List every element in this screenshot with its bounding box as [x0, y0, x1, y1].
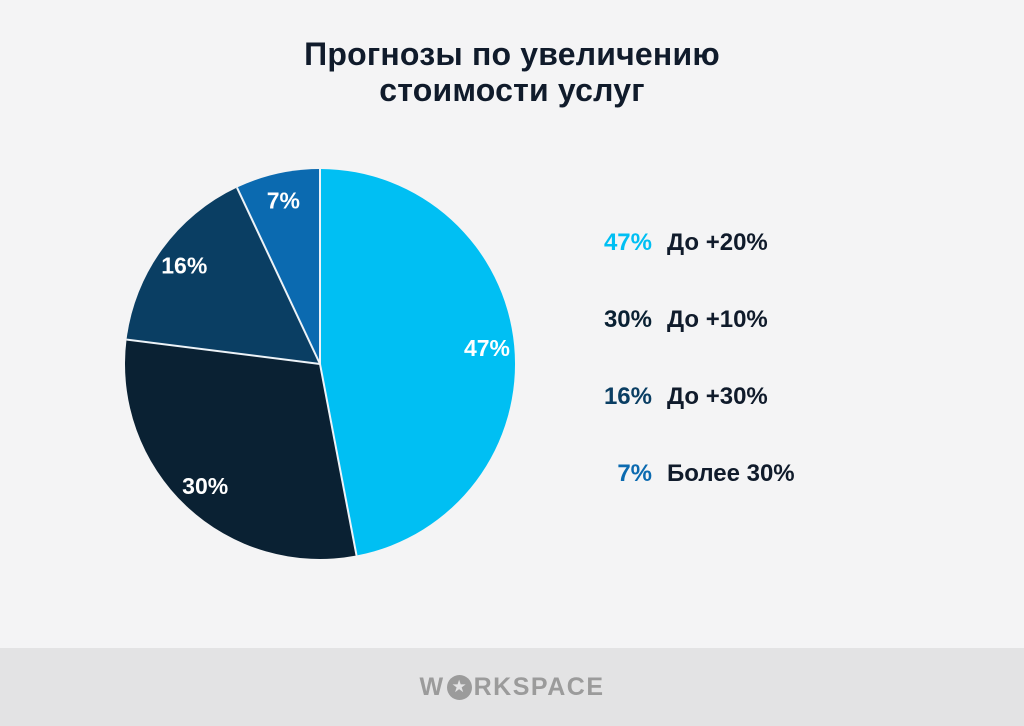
- legend: 47% До +20% 30% До +10% 16% До +30% 7% Б…: [600, 229, 795, 537]
- legend-percent: 47%: [603, 229, 652, 256]
- logo-text-prefix: W: [419, 672, 445, 701]
- pie-chart-svg: 47% 30% 16% 7%: [125, 169, 516, 560]
- workspace-star-icon: ★: [446, 674, 472, 700]
- legend-percent: 7%: [617, 460, 652, 487]
- pie-slice-label: 16%: [161, 252, 207, 278]
- legend-percent: 16%: [603, 383, 652, 410]
- legend-label: Более 30%: [667, 460, 795, 487]
- workspace-logo: W ★ RKSPACE: [420, 673, 605, 702]
- pie-slice-divider: [236, 187, 321, 365]
- legend-percent: 30%: [603, 306, 652, 333]
- pie-slice-7%: [236, 169, 320, 364]
- legend-item: 16% До +30%: [600, 383, 795, 411]
- legend-item: 47% До +20%: [600, 229, 795, 257]
- pie-slice-divider: [319, 363, 358, 556]
- pie-slice-30%: [125, 339, 357, 560]
- chart-title: Прогнозы по увеличению стоимости услуг: [304, 36, 720, 109]
- pie-slice-label: 47%: [464, 335, 510, 361]
- pie-chart: 47% 30% 16% 7%: [123, 167, 517, 561]
- footer-bar: W ★ RKSPACE: [0, 648, 1024, 726]
- pie-slice-16%: [126, 187, 320, 364]
- pie-slice-divider: [126, 338, 321, 365]
- pie-slice-label: 30%: [182, 473, 228, 499]
- legend-label: До +10%: [667, 306, 768, 333]
- legend-item: 7% Более 30%: [600, 460, 795, 488]
- logo-text-suffix: RKSPACE: [473, 672, 605, 701]
- pie-slice-47%: [320, 169, 516, 556]
- legend-label: До +30%: [667, 383, 768, 410]
- pie-slice-label: 7%: [267, 187, 300, 213]
- legend-label: До +20%: [667, 229, 768, 256]
- legend-item: 30% До +10%: [600, 306, 795, 334]
